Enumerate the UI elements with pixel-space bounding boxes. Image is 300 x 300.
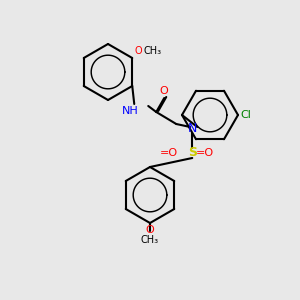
Text: O: O bbox=[160, 86, 169, 96]
Text: O: O bbox=[146, 225, 154, 235]
Text: Cl: Cl bbox=[240, 110, 251, 120]
Text: CH₃: CH₃ bbox=[143, 46, 161, 56]
Text: N: N bbox=[188, 122, 197, 134]
Text: S: S bbox=[188, 146, 197, 160]
Text: =O: =O bbox=[160, 148, 178, 158]
Text: =O: =O bbox=[196, 148, 214, 158]
Text: O: O bbox=[134, 46, 142, 56]
Text: NH: NH bbox=[122, 106, 139, 116]
Text: CH₃: CH₃ bbox=[141, 235, 159, 245]
